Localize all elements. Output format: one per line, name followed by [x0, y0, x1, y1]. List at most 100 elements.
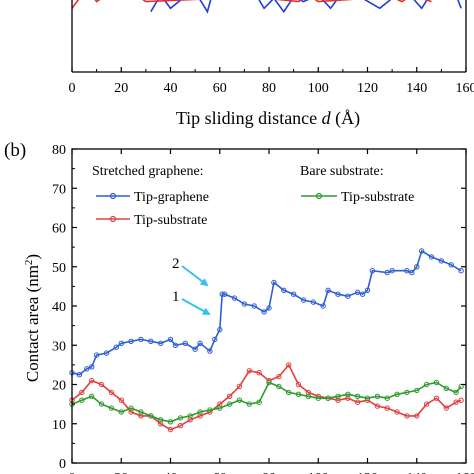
panel-b-data-point — [443, 385, 449, 392]
panel-b-data-point — [374, 393, 381, 399]
panel-b-data-point — [404, 268, 410, 274]
panel-b-data-point — [433, 379, 440, 386]
legend-marker-tip-substrate-stretched — [109, 215, 117, 223]
legend-label-tip-substrate-bare: Tip-substrate — [341, 190, 414, 205]
panel-b-data-point — [76, 372, 83, 378]
panel-b-x-tick-label: 20 — [114, 471, 128, 474]
panel-b-series-line-0 — [71, 249, 462, 376]
panel-b-data-point — [345, 293, 351, 299]
panel-b-data-point — [167, 419, 174, 425]
panel-b-data-point — [158, 417, 164, 423]
panel-b-data-point — [261, 309, 267, 315]
panel-b-data-point — [148, 413, 154, 419]
panel-b-data-point — [359, 291, 366, 297]
panel-a-x-tick-label: 120 — [357, 81, 378, 96]
panel-b-data-point — [295, 381, 302, 388]
panel-a-x-tick-label: 100 — [308, 81, 329, 96]
panel-b-data-point — [271, 279, 277, 286]
panel-a-frame — [71, 0, 467, 73]
panel-b-data-point — [443, 405, 449, 411]
panel-b-data-point — [226, 401, 233, 407]
panel-b-data-point — [256, 399, 262, 405]
panel-b-data-point — [138, 336, 144, 343]
panel-b-data-point — [89, 377, 95, 384]
panel-b-data-point — [423, 381, 430, 388]
panel-b-y-tick-label: 10 — [52, 418, 66, 433]
panel-b-data-point — [251, 303, 257, 309]
legend-group-title-stretched: Stretched graphene: — [92, 164, 204, 179]
panel-b-data-point — [98, 381, 105, 388]
panel-b-data-point — [453, 399, 459, 405]
panel-b-data-point — [295, 391, 302, 397]
panel-b-data-point — [335, 291, 341, 297]
panel-b-data-point — [315, 395, 321, 401]
panel-b-data-point — [226, 393, 233, 399]
panel-b-data-point — [325, 395, 331, 401]
panel-b-y-tick-label: 40 — [52, 300, 66, 315]
panel-b-data-point — [414, 413, 420, 419]
panel-a-x-tick-label: 80 — [262, 81, 276, 96]
panel-b-data-point — [276, 373, 282, 380]
panel-b-data-point — [207, 348, 213, 354]
panel-b-data-point — [108, 405, 115, 411]
panel-a-series-layer — [71, 0, 462, 14]
panel-b-data-point — [118, 340, 125, 346]
panel-b-data-point — [93, 352, 100, 358]
panel-b-data-point — [423, 401, 430, 407]
panel-b-data-point — [433, 395, 440, 401]
annotation-label-1: 1 — [172, 289, 180, 305]
legend-marker-tip-graphene — [109, 192, 117, 200]
panel-b-data-point — [389, 268, 395, 274]
panel-b-data-point — [222, 291, 228, 297]
panel-b-data-point — [414, 387, 420, 394]
legend-group-title-bare: Bare substrate: — [300, 164, 384, 179]
panel-b-series-line-1 — [71, 363, 462, 431]
panel-b-data-point — [384, 395, 390, 401]
panel-b-y-tick-label: 80 — [52, 143, 66, 158]
panel-b-x-tick-label: 160 — [456, 471, 474, 474]
annotation-label-2: 2 — [172, 256, 180, 272]
legend-marker-tip-substrate-bare — [315, 192, 323, 200]
panel-a-x-axis-label: Tip sliding distance d (Å) — [176, 108, 360, 129]
panel-b-data-point — [128, 405, 134, 411]
panel-b-data-point — [448, 262, 454, 268]
panel-b-data-point — [404, 413, 410, 419]
panel-b-data-point — [384, 269, 390, 276]
panel-b-data-point — [246, 368, 253, 374]
panel-b-y-tick-label: 20 — [52, 379, 66, 394]
panel-a-x-tick-label: 160 — [456, 81, 474, 96]
panel-b-data-point — [310, 299, 316, 305]
panel-b-x-tick-label: 140 — [406, 471, 427, 474]
panel-b-data-point — [197, 409, 203, 415]
panel-b-data-point — [128, 409, 134, 415]
panel-b-data-point — [458, 268, 464, 274]
panel-b-data-point — [108, 389, 115, 396]
panel-b-data-point — [197, 413, 203, 419]
panel-b-data-point — [138, 409, 144, 415]
panel-b-data-point — [236, 383, 243, 390]
panel-b-data-point — [354, 289, 361, 295]
panel-b-data-point — [354, 393, 361, 399]
panel-b-data-point — [217, 326, 223, 333]
panel-b-y-tick-label: 30 — [52, 339, 66, 354]
panel-b-series-line-2 — [71, 381, 462, 423]
panel-b-data-point — [103, 350, 110, 356]
panel-b-data-point — [374, 403, 381, 409]
panel-b-data-point — [158, 340, 164, 346]
panel-b-data-point — [300, 297, 307, 303]
panel-b-x-tick-label: 40 — [164, 471, 178, 474]
panel-b-data-point — [419, 248, 425, 254]
panel-b-data-point — [79, 389, 85, 396]
panel-b-data-point — [409, 269, 415, 276]
panel-b-data-point — [453, 389, 459, 396]
panel-b-legend: Stretched graphene: Tip-graphene Tip-sub… — [92, 164, 414, 228]
panel-b-data-point — [458, 397, 464, 403]
panel-b-data-point — [177, 423, 184, 429]
panel-b-data-point — [276, 383, 282, 390]
panel-b-data-point — [384, 405, 390, 411]
panel-b-data-point — [89, 364, 95, 370]
legend-label-tip-graphene: Tip-graphene — [134, 190, 209, 205]
panel-b-x-tick-label: 0 — [69, 471, 76, 474]
